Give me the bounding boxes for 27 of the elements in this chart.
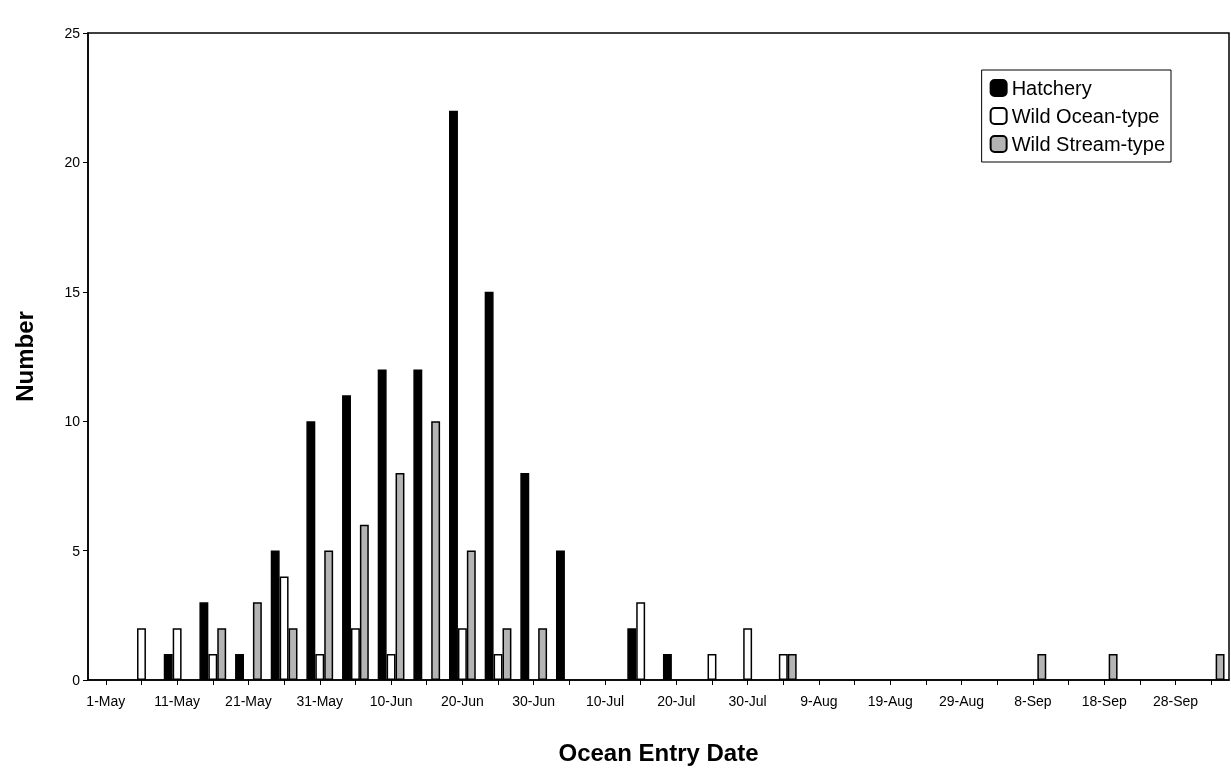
x-axis-title: Ocean Entry Date xyxy=(558,738,759,766)
x-tick-label: 18-Sep xyxy=(1081,693,1127,709)
x-tick-label: 10-Jul xyxy=(585,693,625,709)
y-tick-label: 10 xyxy=(64,413,81,430)
y-tick-label: 5 xyxy=(72,542,81,559)
x-tick-label: 31-May xyxy=(296,693,344,709)
y-tick-label: 20 xyxy=(64,154,81,171)
x-tick-label: 30-Jun xyxy=(512,693,556,709)
x-tick-label: 10-Jun xyxy=(369,693,413,709)
y-tick-label: 0 xyxy=(72,672,81,688)
legend-label: Wild Stream-type xyxy=(1011,133,1166,155)
y-axis-title: Number xyxy=(10,311,38,402)
legend-label: Hatchery xyxy=(1011,77,1092,99)
x-tick-label: 9-Aug xyxy=(800,693,838,709)
x-tick-label: 20-Jun xyxy=(440,693,484,709)
legend-label: Wild Ocean-type xyxy=(1011,105,1160,127)
x-tick-label: 11-May xyxy=(154,693,200,709)
x-tick-label: 1-May xyxy=(86,693,126,709)
x-tick-label: 19-Aug xyxy=(867,693,913,709)
x-tick-label: 8-Sep xyxy=(1014,693,1052,709)
x-tick-label: 20-Jul xyxy=(657,693,696,709)
y-tick-label: 15 xyxy=(64,283,81,300)
x-tick-label: 29-Aug xyxy=(939,693,985,709)
x-tick-label: 30-Jul xyxy=(728,693,767,709)
x-tick-label: 21-May xyxy=(225,693,272,709)
y-tick-label: 25 xyxy=(64,25,81,41)
x-tick-label: 28-Sep xyxy=(1152,693,1199,709)
